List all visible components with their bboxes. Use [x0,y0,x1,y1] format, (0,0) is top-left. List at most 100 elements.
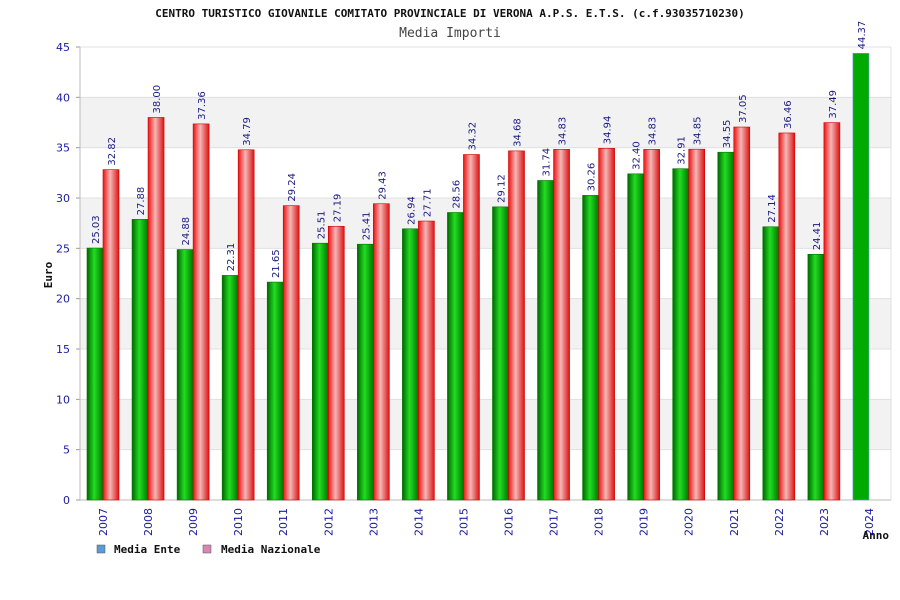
y-tick-label: 40 [56,91,70,104]
x-tick-label: 2018 [593,508,606,536]
x-tick-label: 2015 [457,508,470,536]
data-label-media-nazionale: 34.79 [242,117,253,146]
bar-media-nazionale [102,169,120,501]
x-tick-label: 2012 [322,508,335,536]
bar-media-nazionale [508,150,525,501]
data-label-media-nazionale: 37.36 [197,91,208,120]
plot-band [80,147,891,198]
plot-band [80,47,891,98]
data-label-media-nazionale: 27.71 [422,188,433,217]
bar-media-ente [311,242,329,501]
axes [79,47,892,501]
bar-media-ente [717,151,735,501]
bar-media-ente [852,53,870,501]
x-tick-label: 2008 [142,508,155,536]
x-tick-label: 2014 [412,508,425,536]
data-label-media-nazionale: 34.85 [693,117,704,146]
x-tick-label: 2017 [548,508,561,536]
y-tick-labels: 0 5 10 15 20 25 30 35 40 45 [56,41,70,507]
legend-label-media-nazionale: Media Nazionale [221,543,321,556]
bar-media-ente [537,180,554,501]
x-tick-label: 2024 [863,508,876,536]
x-tick-label: 2023 [818,508,831,536]
y-tick-label: 25 [56,242,70,255]
bar-media-ente [807,253,825,501]
data-label-media-nazionale: 38.00 [152,85,163,114]
bar-media-ente [86,247,104,501]
data-label-media-nazionale: 27.19 [332,194,343,223]
data-label-media-ente: 30.26 [587,163,598,192]
bar-media-nazionale [282,205,300,501]
data-label-media-nazionale: 32.82 [107,137,118,166]
plot-band [80,449,891,500]
data-label-media-nazionale: 37.49 [828,90,839,119]
data-label-media-ente: 24.88 [181,217,192,246]
bar-media-nazionale [553,149,570,501]
y-axis-label: Euro [42,261,55,288]
plot-band [80,198,891,249]
data-label-media-ente: 44.37 [857,21,868,50]
bar-media-nazionale [688,148,706,501]
bar-media-nazionale [823,122,841,501]
chart-title: CENTRO TURISTICO GIOVANILE COMITATO PROV… [155,7,744,20]
data-label-media-ente: 28.56 [451,180,462,209]
y-tick-label: 45 [56,41,70,54]
plot-band [80,399,891,450]
x-tick-label: 2009 [187,508,200,536]
bar-media-ente [131,219,149,501]
x-tick-label: 2016 [503,508,516,536]
y-tick-label: 20 [56,293,70,306]
y-tick-label: 10 [56,393,70,406]
bars [86,53,870,501]
data-label-media-nazionale: 34.83 [558,117,569,146]
bar-media-ente [582,195,599,501]
bar-media-ente [221,275,239,501]
y-tick-label: 15 [56,343,70,356]
data-labels: 25.03 32.82 27.88 38.00 24.88 37.36 22.31 34.79… [91,21,868,278]
bar-media-ente [762,226,780,501]
bar-media-nazionale [327,225,345,501]
legend-swatch-media-nazionale [202,544,212,554]
data-label-media-nazionale: 29.43 [377,171,388,200]
data-label-media-ente: 21.65 [271,249,282,278]
plot-band [80,298,891,349]
x-axis-label: Anno [863,529,890,542]
bar-media-nazionale [733,126,751,501]
x-tick-label: 2010 [232,508,245,536]
data-label-media-ente: 27.88 [136,187,147,216]
legend-label-media-ente: Media Ente [114,543,181,556]
bar-media-ente [402,228,419,501]
data-label-media-ente: 32.91 [677,136,688,165]
data-label-media-nazionale: 34.83 [648,117,659,146]
x-tick-label: 2022 [773,508,786,536]
bar-media-ente [672,168,690,501]
bar-media-ente [266,281,284,501]
bar-media-nazionale [147,117,165,501]
data-label-media-nazionale: 36.46 [783,100,794,129]
data-label-media-ente: 22.31 [226,243,237,272]
bar-media-nazionale [598,147,615,501]
data-label-media-ente: 25.03 [91,215,102,244]
legend-swatch-media-ente [96,544,106,554]
x-tick-label: 2021 [728,508,741,536]
data-label-media-nazionale: 34.94 [603,116,614,145]
x-tick-labels: 2007 2008 2009 2010 2011 2012 2013 2014 2015 2016… [97,508,876,536]
data-label-media-nazionale: 34.32 [467,122,478,151]
plot-bands [80,47,891,500]
data-label-media-nazionale: 37.05 [738,94,749,123]
chart-subtitle: Media Importi [399,26,501,41]
plot-band [80,248,891,299]
data-label-media-nazionale: 34.68 [513,118,524,147]
x-tick-label: 2013 [367,508,380,536]
bar-media-ente [447,212,464,501]
plot-band [80,349,891,400]
legend: Media Ente Media Nazionale [96,543,321,556]
bar-media-nazionale [192,123,210,501]
data-label-media-ente: 26.94 [406,196,417,225]
data-label-media-ente: 32.40 [632,141,643,170]
y-tick-label: 0 [63,494,70,507]
data-label-media-ente: 29.12 [497,174,508,203]
x-tick-label: 2011 [277,508,290,536]
y-tick-label: 35 [56,142,70,155]
